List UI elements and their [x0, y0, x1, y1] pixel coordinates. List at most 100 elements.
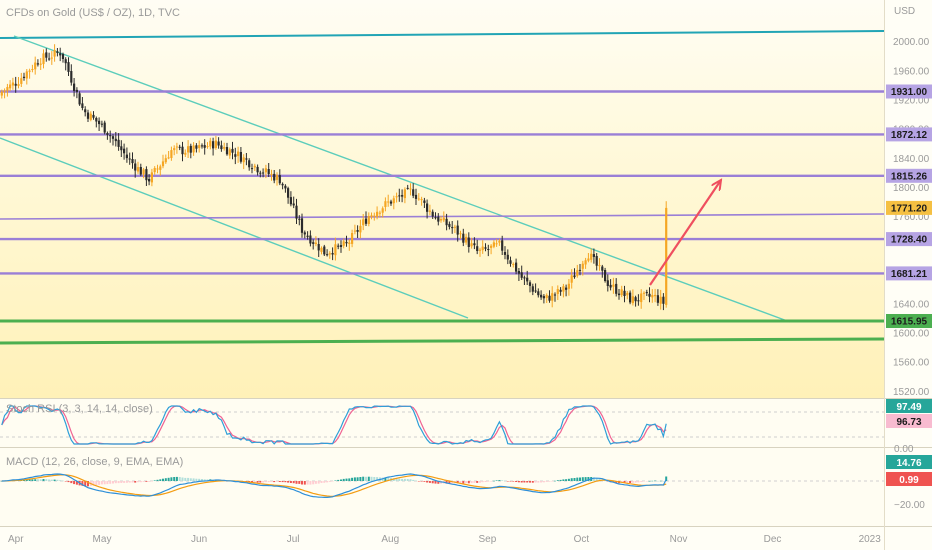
- candle-body: [48, 58, 51, 60]
- current-trend-line: [0, 213, 885, 220]
- candle-body: [264, 168, 267, 173]
- macd-histogram-bar: [651, 480, 654, 482]
- price-tick-label: 1520.00: [893, 387, 930, 398]
- candle-body: [656, 295, 659, 303]
- candle-body: [289, 197, 292, 205]
- macd-value-tag: [886, 455, 932, 469]
- macd-histogram-bar: [287, 481, 290, 483]
- candle-body: [306, 235, 309, 237]
- candle-body: [134, 163, 137, 171]
- candle-body: [362, 219, 365, 226]
- macd-histogram-bar: [481, 481, 484, 483]
- macd-histogram-bar: [98, 481, 101, 485]
- macd-histogram-bar: [434, 481, 437, 484]
- candle-body: [534, 290, 537, 292]
- candle-body: [164, 158, 167, 163]
- candle-body: [665, 207, 668, 305]
- macd-histogram-bar: [295, 481, 298, 484]
- candle-body: [453, 226, 456, 228]
- candle-body: [59, 53, 62, 56]
- candle-body: [89, 113, 92, 120]
- macd-histogram-bar: [278, 481, 281, 482]
- candle-body: [604, 270, 607, 281]
- candle-body: [203, 145, 206, 148]
- candle-body: [545, 295, 548, 298]
- candle-body: [150, 172, 153, 183]
- candle-body: [345, 241, 348, 244]
- price-level-tag: [886, 232, 932, 247]
- macd-histogram-bar: [334, 480, 337, 481]
- macd-histogram-bar: [253, 481, 256, 483]
- candle-body: [56, 51, 59, 53]
- macd-histogram-bar: [123, 481, 126, 483]
- candle-body: [139, 167, 142, 175]
- candle-body: [478, 249, 482, 251]
- main-pane-background: [0, 0, 884, 398]
- macd-histogram-bar: [70, 481, 73, 484]
- candle-body: [117, 139, 120, 147]
- candle-body: [634, 297, 637, 302]
- macd-histogram-bar: [309, 481, 312, 485]
- macd-histogram-bar: [53, 479, 56, 481]
- candle-body: [237, 151, 240, 157]
- macd-histogram-bar: [62, 480, 64, 482]
- macd-histogram-bar: [150, 481, 153, 482]
- candle-body: [476, 246, 479, 251]
- candle-body: [426, 203, 429, 212]
- macd-histogram-bar: [598, 478, 601, 481]
- stoch-pane-background: [0, 399, 884, 447]
- candle-body: [509, 260, 512, 264]
- candle-body: [484, 247, 487, 249]
- candle-body: [267, 169, 270, 174]
- candle-body: [437, 216, 440, 222]
- candle-body: [86, 112, 90, 119]
- candle-body: [640, 293, 643, 303]
- macd-histogram-bar: [545, 481, 548, 482]
- candle-body: [414, 194, 418, 199]
- candle-body: [36, 63, 39, 65]
- candle-body: [492, 242, 495, 247]
- macd-histogram-bar: [34, 479, 37, 481]
- macd-histogram-bar: [373, 477, 376, 481]
- candle-body: [342, 241, 345, 246]
- candle-body: [131, 159, 134, 164]
- macd-histogram-bar: [387, 477, 390, 481]
- candle-body: [20, 78, 23, 84]
- candle-body: [326, 254, 329, 256]
- macd-histogram-bar: [92, 481, 95, 486]
- macd-histogram-bar: [529, 481, 531, 483]
- macd-histogram-bar: [523, 481, 526, 483]
- candle-body: [295, 205, 298, 219]
- macd-histogram-bar: [448, 481, 451, 484]
- stoch-pane: [0, 405, 884, 445]
- candle-body: [250, 168, 254, 170]
- candle-body: [42, 53, 45, 65]
- macd-histogram-bar: [629, 481, 632, 483]
- candle-body: [517, 271, 520, 274]
- candle-body: [339, 245, 343, 247]
- macd-histogram-bar: [203, 479, 206, 481]
- main-pane: [0, 30, 885, 345]
- candle-body: [428, 210, 431, 212]
- candle-body: [312, 242, 315, 244]
- candle-body: [242, 157, 245, 163]
- candle-body: [31, 69, 34, 70]
- macd-histogram-bar: [559, 479, 562, 481]
- candle-body: [53, 50, 56, 57]
- macd-histogram-bar: [175, 476, 178, 481]
- macd-histogram-bar: [201, 479, 203, 481]
- macd-histogram-bar: [656, 480, 659, 482]
- candle-body: [228, 149, 231, 156]
- candle-body: [442, 217, 445, 221]
- macd-histogram-bar: [359, 477, 362, 481]
- candle-body: [173, 148, 176, 151]
- candle-body: [417, 198, 420, 200]
- macd-histogram-bar: [498, 480, 501, 481]
- candle-body: [598, 265, 601, 267]
- macd-histogram-bar: [562, 479, 565, 481]
- macd-histogram-bar: [654, 480, 657, 482]
- macd-histogram-bar: [314, 481, 317, 484]
- macd-histogram-bar: [356, 477, 359, 481]
